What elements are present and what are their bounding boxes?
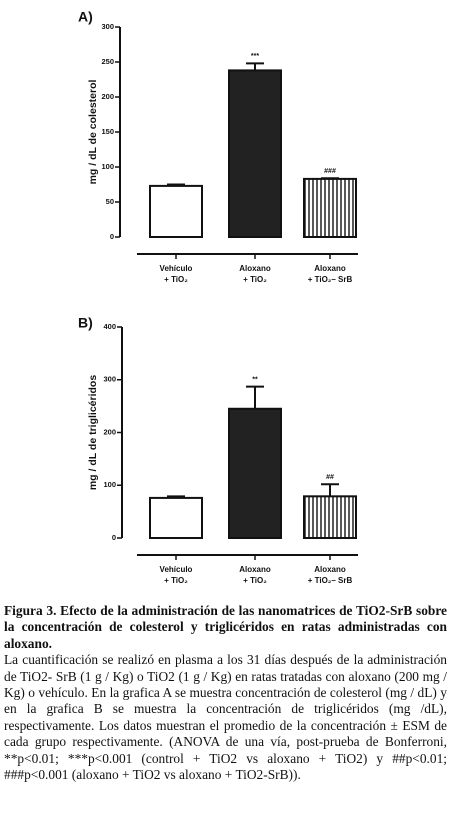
caption-title: Figura 3. Efecto de la administración de… (4, 603, 447, 651)
y-axis-label: mg / dL de colesterol (87, 80, 99, 185)
x-tick-label: Aloxano (314, 565, 346, 574)
significance-label: ## (326, 474, 334, 481)
caption: Figura 3. Efecto de la administración de… (4, 603, 447, 783)
significance-label: ** (252, 376, 258, 383)
y-tick-label: 400 (103, 322, 116, 331)
panel-label: B) (78, 315, 93, 331)
y-tick-label: 0 (112, 533, 116, 542)
x-tick-label: + TiO₂ (164, 576, 188, 585)
y-tick-label: 100 (101, 162, 114, 171)
x-tick-label: Aloxano (314, 264, 346, 273)
x-tick-label: Vehículo (160, 264, 193, 273)
y-tick-label: 300 (103, 375, 116, 384)
bar (149, 496, 203, 540)
x-tick-label: + TiO₂ (243, 275, 267, 284)
x-tick-label: Aloxano (239, 264, 271, 273)
x-tick-label: Aloxano (239, 565, 271, 574)
y-tick-label: 200 (101, 92, 114, 101)
bar (228, 407, 282, 540)
caption-body: La cuantificación se realizó en plasma a… (4, 652, 447, 783)
x-tick-label: + TiO₂ (164, 275, 188, 284)
bar (228, 69, 282, 239)
bar (303, 177, 357, 238)
x-tick-label: + TiO₂ (243, 576, 267, 585)
figure: A) mg / dL de colesterol 0 50 100 150 200 250 30… (78, 9, 358, 585)
y-tick-label: 150 (101, 127, 114, 136)
significance-label: *** (251, 53, 259, 60)
panel-label: A) (78, 9, 93, 25)
x-tick-label: Vehículo (160, 565, 193, 574)
x-tick-label: + TiO₂– SrB (308, 576, 353, 585)
bar (149, 184, 203, 238)
y-tick-label: 250 (101, 57, 114, 66)
y-tick-label: 100 (103, 480, 116, 489)
bar (303, 495, 357, 540)
y-tick-label: 300 (101, 22, 114, 31)
y-tick-label: 50 (106, 197, 114, 206)
y-tick-label: 0 (110, 232, 114, 241)
significance-label: ### (324, 168, 336, 175)
y-axis-label: mg / dL de triglicéridos (87, 375, 99, 490)
y-tick-label: 200 (103, 427, 116, 436)
x-tick-label: + TiO₂– SrB (308, 275, 353, 284)
